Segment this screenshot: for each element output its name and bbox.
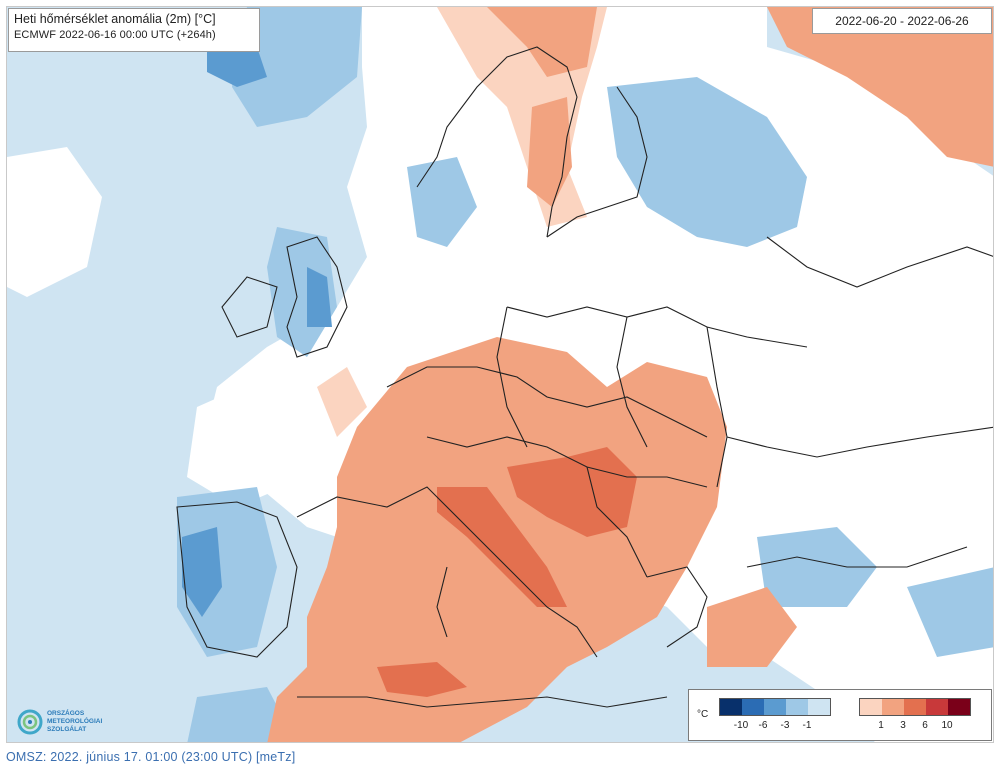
logo-text: ORSZÁGOS METEOROLÓGIAI SZOLGÁLAT: [47, 710, 103, 733]
legend-tick-pos-1: 1: [878, 720, 884, 731]
footer-caption: OMSZ: 2022. június 17. 01:00 (23:00 UTC)…: [6, 750, 296, 764]
legend-tick-neg-1: -1: [802, 720, 812, 731]
legend-tick-pos-10: 10: [941, 720, 953, 731]
legend-unit: °C: [697, 709, 709, 720]
swatch-pos-3: [904, 699, 926, 715]
legend-tick-pos-3: 3: [900, 720, 906, 731]
legend-tick-neg-10: -10: [733, 720, 749, 731]
negative-swatches: [719, 698, 831, 716]
period-label: 2022-06-20 - 2022-06-26: [812, 8, 992, 34]
swatch-pos-2: [882, 699, 904, 715]
model-run-label: ECMWF 2022-06-16 00:00 UTC (+264h): [14, 29, 216, 41]
map-title-box: Heti hőmérséklet anomália (2m) [°C] ECMW…: [8, 8, 260, 52]
map-canvas: [7, 7, 993, 742]
map-title: Heti hőmérséklet anomália (2m) [°C]: [14, 12, 216, 26]
negative-anomaly-areas: [177, 7, 993, 742]
logo-swirl-icon: [17, 709, 43, 735]
swatch-neg-1: [720, 699, 742, 715]
legend-tick-neg-6: -6: [758, 720, 768, 731]
color-legend: °C -10 -6 -3 -1 1 3 6 10: [688, 689, 992, 741]
swatch-pos-5: [948, 699, 970, 715]
legend-tick-neg-3: -3: [780, 720, 790, 731]
strong-negative-anomaly-areas: [182, 47, 332, 617]
swatch-pos-1: [860, 699, 882, 715]
border-lines: [176, 46, 993, 708]
omsz-logo: ORSZÁGOS METEOROLÓGIAI SZOLGÁLAT: [17, 707, 137, 742]
legend-tick-pos-6: 6: [922, 720, 928, 731]
swatch-neg-4: [786, 699, 808, 715]
swatch-neg-3: [764, 699, 786, 715]
swatch-pos-4: [926, 699, 948, 715]
anomaly-map: Heti hőmérséklet anomália (2m) [°C] ECMW…: [6, 6, 994, 743]
swatch-neg-5: [808, 699, 830, 715]
swatch-neg-2: [742, 699, 764, 715]
positive-swatches: [859, 698, 971, 716]
